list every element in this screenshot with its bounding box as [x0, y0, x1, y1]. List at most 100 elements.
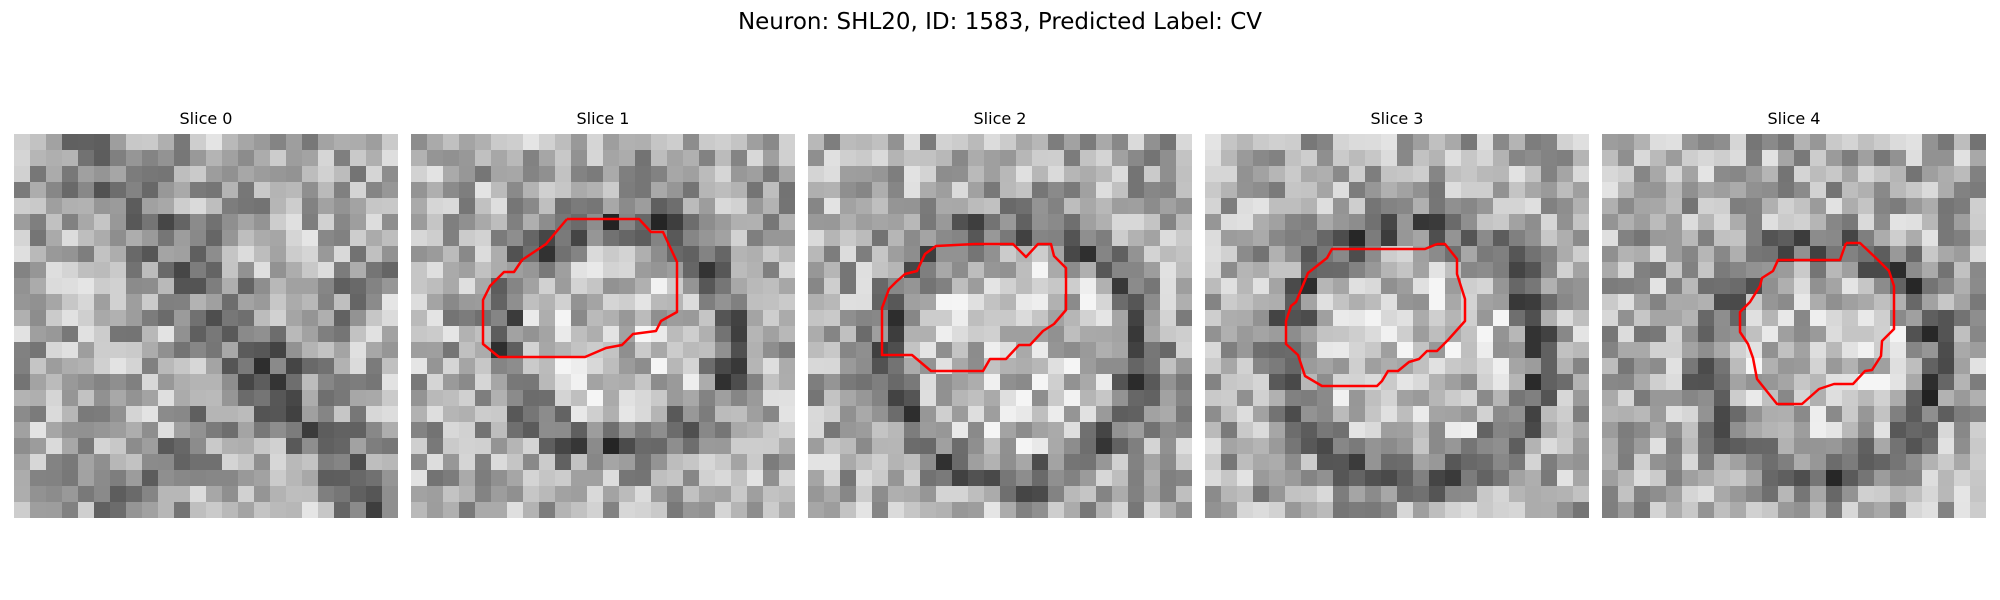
pixel: [1618, 422, 1635, 439]
pixel: [1221, 342, 1238, 359]
pixel: [302, 278, 319, 295]
pixel: [222, 454, 239, 471]
pixel: [491, 198, 508, 215]
pixel: [1176, 342, 1192, 359]
pixel: [174, 486, 191, 503]
pixel: [443, 246, 460, 263]
pixel: [1634, 326, 1651, 343]
pixel: [1269, 342, 1286, 359]
pixel: [30, 374, 47, 391]
pixel: [699, 374, 716, 391]
pixel: [1970, 502, 1986, 518]
pixel: [1429, 502, 1446, 518]
pixel: [475, 182, 492, 199]
pixel: [1525, 326, 1542, 343]
pixel: [1461, 486, 1478, 503]
pixel: [539, 262, 556, 279]
pixel: [619, 134, 636, 151]
pixel: [763, 342, 780, 359]
pixel: [1160, 406, 1177, 423]
pixel: [1413, 310, 1430, 327]
pixel: [1048, 486, 1065, 503]
pixel: [984, 294, 1001, 311]
pixel: [1461, 454, 1478, 471]
pixel: [856, 342, 873, 359]
pixel: [1365, 166, 1382, 183]
pixel: [1714, 390, 1731, 407]
pixel: [1144, 230, 1161, 247]
pixel: [1016, 326, 1033, 343]
pixel: [1714, 198, 1731, 215]
pixel: [1698, 198, 1715, 215]
pixel: [1381, 262, 1398, 279]
pixel: [763, 326, 780, 343]
pixel: [1682, 182, 1699, 199]
pixel: [1445, 390, 1462, 407]
pixel: [1509, 134, 1526, 151]
slice-title-4: Slice 4: [1767, 109, 1821, 128]
pixel: [1682, 342, 1699, 359]
pixel: [1176, 246, 1192, 263]
pixel: [1858, 454, 1875, 471]
pixel: [539, 326, 556, 343]
pixel: [1445, 150, 1462, 167]
pixel: [1381, 230, 1398, 247]
pixel: [318, 134, 335, 151]
pixel: [78, 422, 95, 439]
pixel: [1205, 486, 1222, 503]
pixel: [1858, 486, 1875, 503]
pixel: [1922, 310, 1939, 327]
pixel: [856, 422, 873, 439]
pixel: [667, 342, 684, 359]
pixel: [1144, 246, 1161, 263]
pixel: [507, 486, 524, 503]
pixel: [1253, 182, 1270, 199]
pixel: [318, 486, 335, 503]
pixel: [1602, 390, 1619, 407]
pixel: [1253, 470, 1270, 487]
pixel: [366, 166, 383, 183]
pixel: [840, 470, 857, 487]
pixel: [206, 502, 223, 518]
pixel: [1301, 246, 1318, 263]
pixel: [1730, 134, 1747, 151]
pixel: [14, 134, 31, 151]
pixel: [824, 502, 841, 518]
pixel: [1016, 150, 1033, 167]
pixel: [302, 326, 319, 343]
pixel: [1144, 262, 1161, 279]
pixel: [1237, 198, 1254, 215]
pixel: [1032, 278, 1049, 295]
pixel: [968, 166, 985, 183]
pixel: [667, 326, 684, 343]
pixel: [1493, 486, 1510, 503]
pixel: [1080, 198, 1097, 215]
pixel: [1954, 342, 1971, 359]
pixel: [683, 294, 700, 311]
pixel: [1858, 374, 1875, 391]
pixel: [872, 214, 889, 231]
pixel: [1938, 230, 1955, 247]
pixel: [1445, 486, 1462, 503]
pixel: [587, 310, 604, 327]
pixel: [1381, 150, 1398, 167]
pixel: [715, 454, 732, 471]
pixel: [443, 278, 460, 295]
pixel: [1285, 246, 1302, 263]
pixel: [968, 134, 985, 151]
pixel: [1922, 198, 1939, 215]
pixel: [1144, 278, 1161, 295]
pixel: [1493, 182, 1510, 199]
pixel: [443, 166, 460, 183]
pixel: [1541, 198, 1558, 215]
pixel: [619, 262, 636, 279]
pixel: [1365, 502, 1382, 518]
pixel: [840, 358, 857, 375]
pixel: [1906, 422, 1923, 439]
pixel: [1461, 230, 1478, 247]
pixel: [1794, 486, 1811, 503]
pixel: [475, 246, 492, 263]
pixel: [475, 358, 492, 375]
pixel: [1285, 422, 1302, 439]
pixel: [1618, 502, 1635, 518]
